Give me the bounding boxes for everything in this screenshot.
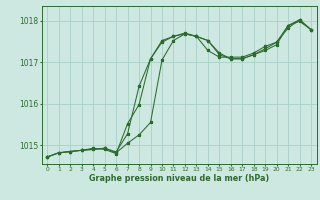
X-axis label: Graphe pression niveau de la mer (hPa): Graphe pression niveau de la mer (hPa) xyxy=(89,174,269,183)
